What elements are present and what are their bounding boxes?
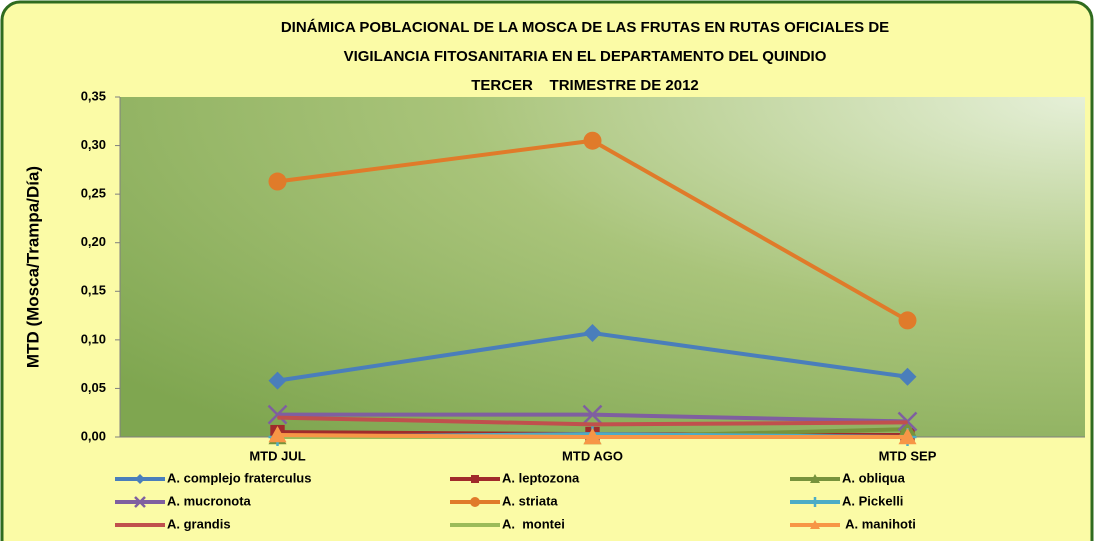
legend-marker	[810, 520, 820, 529]
data-point	[268, 172, 287, 191]
legend-label: A. leptozona	[502, 470, 580, 485]
chart-title: DINÁMICA POBLACIONAL DE LA MOSCA DE LAS …	[281, 19, 889, 36]
data-point	[907, 421, 908, 423]
y-tick-label: 0,15	[81, 283, 106, 298]
data-point	[583, 131, 602, 150]
data-point	[583, 324, 602, 343]
data-point	[583, 428, 602, 445]
legend-marker	[135, 474, 145, 484]
legend-marker	[810, 497, 820, 507]
data-point	[898, 428, 917, 445]
data-point	[268, 371, 287, 390]
y-tick-label: 0,35	[81, 88, 106, 103]
y-tick-label: 0,05	[81, 380, 106, 395]
data-point	[898, 311, 917, 330]
legend-label: A. manihoti	[842, 516, 916, 531]
chart-title: TERCER TRIMESTRE DE 2012	[471, 77, 699, 94]
y-tick-label: 0,30	[81, 137, 106, 152]
y-axis-label: MTD (Mosca/Trampa/Día)	[23, 166, 42, 368]
data-point	[897, 411, 918, 432]
legend-label: A. striata	[502, 493, 558, 508]
chart-title: VIGILANCIA FITOSANITARIA EN EL DEPARTAME…	[344, 48, 827, 65]
legend-marker	[471, 475, 479, 483]
y-tick-label: 0,10	[81, 331, 106, 346]
x-tick-label: MTD SEP	[879, 448, 937, 463]
data-point	[277, 417, 278, 419]
x-tick-label: MTD JUL	[249, 448, 305, 463]
data-point	[582, 404, 603, 425]
legend-label: A. Pickelli	[842, 493, 903, 508]
legend-marker	[470, 497, 480, 507]
x-tick-label: MTD AGO	[562, 448, 623, 463]
data-point	[268, 426, 287, 443]
y-tick-label: 0,20	[81, 234, 106, 249]
data-point	[267, 404, 288, 425]
legend-label: A. grandis	[167, 516, 231, 531]
legend-label: A. mucronota	[167, 493, 252, 508]
legend-marker	[810, 474, 820, 483]
y-tick-label: 0,25	[81, 186, 106, 201]
y-tick-label: 0,00	[81, 428, 106, 443]
data-point	[898, 367, 917, 386]
legend-marker	[134, 496, 146, 508]
legend-label: A. complejo fraterculus	[167, 470, 311, 485]
legend-label: A. montei	[502, 516, 565, 531]
legend-label: A. obliqua	[842, 470, 906, 485]
data-point	[592, 423, 593, 425]
